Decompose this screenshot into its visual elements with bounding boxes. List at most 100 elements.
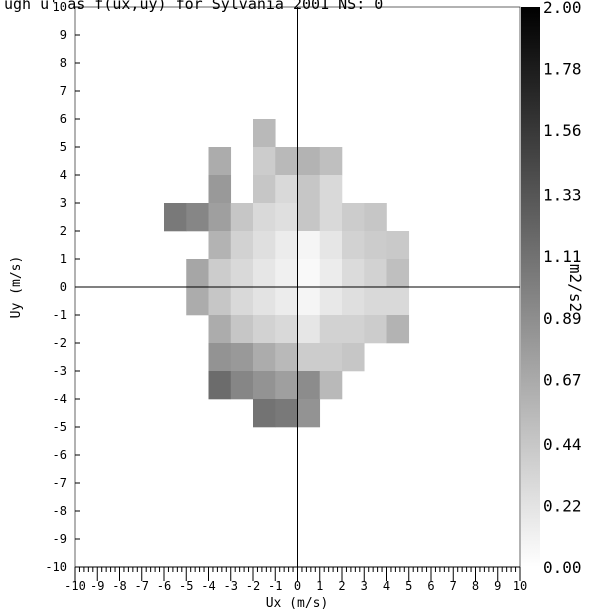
reference-lines <box>75 7 520 567</box>
x-tick-label: 1 <box>316 579 323 593</box>
heatmap-cell <box>297 259 321 288</box>
heatmap-cell <box>297 175 321 204</box>
x-tick-label: 5 <box>405 579 412 593</box>
colorbar <box>521 7 540 567</box>
heatmap-cell <box>208 147 232 176</box>
heatmap-cell <box>297 371 321 400</box>
heatmap-cell <box>275 315 298 344</box>
heatmap-cell <box>230 287 254 316</box>
heatmap-cell <box>253 119 276 148</box>
y-tick-label: 9 <box>60 28 67 42</box>
x-tick-label: 10 <box>513 579 527 593</box>
x-tick-label: -10 <box>64 579 86 593</box>
heatmap-cell <box>208 287 232 316</box>
colorbar-tick-label: 0.00 <box>543 558 582 577</box>
heatmap-cell <box>186 203 209 232</box>
heatmap-cell <box>275 147 298 176</box>
heatmap-cell <box>342 343 365 372</box>
heatmap-cell <box>230 203 254 232</box>
colorbar-tick-label: 0.67 <box>543 370 582 389</box>
colorbar-tick-label: 1.78 <box>543 60 582 79</box>
y-tick-label: -5 <box>53 420 67 434</box>
colorbar-tick-label: 0.44 <box>543 435 582 454</box>
heatmap-cell <box>186 287 209 316</box>
heatmap-cell <box>297 287 321 316</box>
heatmap-cell <box>342 203 365 232</box>
heatmap-cell <box>386 287 410 316</box>
heatmap-cell <box>297 231 321 260</box>
heatmap-cell <box>208 203 232 232</box>
y-tick-label: -2 <box>53 336 67 350</box>
heatmap-cell <box>275 371 298 400</box>
heatmap-cell <box>253 315 276 344</box>
heatmap-cell <box>319 259 343 288</box>
x-tick-label: -6 <box>157 579 171 593</box>
heatmap-cell <box>253 147 276 176</box>
colorbar-tick-label: 1.56 <box>543 121 582 140</box>
heatmap-cell <box>230 231 254 260</box>
heatmap-cell <box>319 175 343 204</box>
heatmap-cell <box>364 203 387 232</box>
y-tick-label: 4 <box>60 168 67 182</box>
y-tick-label: 3 <box>60 196 67 210</box>
x-axis: -10 -9 -8 -7 -6 -5 -4 -3 -2 -1 0 1 2 3 4 5 6 7 8 9 10 <box>64 566 527 593</box>
heatmap-cell <box>208 315 232 344</box>
heatmap-cell <box>230 259 254 288</box>
x-tick-label: -1 <box>268 579 282 593</box>
x-axis-label: Ux (m/s) <box>266 596 329 611</box>
heatmap-cell <box>275 231 298 260</box>
heatmap-cell <box>364 287 387 316</box>
heatmap-cell <box>230 315 254 344</box>
heatmap-cell <box>230 371 254 400</box>
y-tick-label: -4 <box>53 392 67 406</box>
y-tick-label: -10 <box>45 560 67 574</box>
y-tick-label: 6 <box>60 112 67 126</box>
x-tick-label: 0 <box>294 579 301 593</box>
heatmap-cell <box>342 315 365 344</box>
colorbar-tick-label: 2.00 <box>543 0 582 17</box>
x-tick-label: -7 <box>135 579 149 593</box>
heatmap-cell <box>297 399 321 428</box>
heatmap-cell <box>253 287 276 316</box>
y-tick-label: 8 <box>60 56 67 70</box>
heatmap-cell <box>275 287 298 316</box>
x-tick-label: 4 <box>383 579 390 593</box>
x-tick-label: -5 <box>179 579 193 593</box>
heatmap-cell <box>253 343 276 372</box>
heatmap-cell <box>319 231 343 260</box>
heatmap-cell <box>208 259 232 288</box>
x-tick-label: -3 <box>224 579 238 593</box>
heatmap-cell <box>253 399 276 428</box>
y-axis-label: Uy (m/s) <box>9 256 24 319</box>
heatmap-cell <box>364 231 387 260</box>
y-tick-label: 1 <box>60 252 67 266</box>
colorbar-tick-label: 1.11 <box>543 247 582 266</box>
colorbar-tick-label: 1.33 <box>543 186 582 205</box>
heatmap-cell <box>253 259 276 288</box>
heatmap-cell <box>386 231 410 260</box>
colorbar-label: m2/s2 <box>566 264 585 312</box>
x-tick-label: 9 <box>494 579 501 593</box>
heatmap-cell <box>342 287 365 316</box>
x-tick-label: 7 <box>450 579 457 593</box>
heatmap-cell <box>253 175 276 204</box>
heatmap-cell <box>297 343 321 372</box>
y-tick-label: -3 <box>53 364 67 378</box>
heatmap-cell <box>319 203 343 232</box>
heatmap-cell <box>342 259 365 288</box>
heatmap-cell <box>164 203 187 232</box>
y-tick-label: 5 <box>60 140 67 154</box>
x-tick-label: 8 <box>472 579 479 593</box>
x-tick-label: -4 <box>201 579 215 593</box>
x-tick-label: -2 <box>246 579 260 593</box>
heatmap-cell <box>275 399 298 428</box>
y-tick-label: -9 <box>53 532 67 546</box>
x-tick-label: 6 <box>427 579 434 593</box>
heatmap-cell <box>297 203 321 232</box>
heatmap-cells <box>164 119 410 428</box>
heatmap-cell <box>208 175 232 204</box>
heatmap-cell <box>275 175 298 204</box>
heatmap-cell <box>186 259 209 288</box>
chart-title: ugh u' as f(ux,uy) for Sylvania 2001 NS:… <box>4 0 383 13</box>
